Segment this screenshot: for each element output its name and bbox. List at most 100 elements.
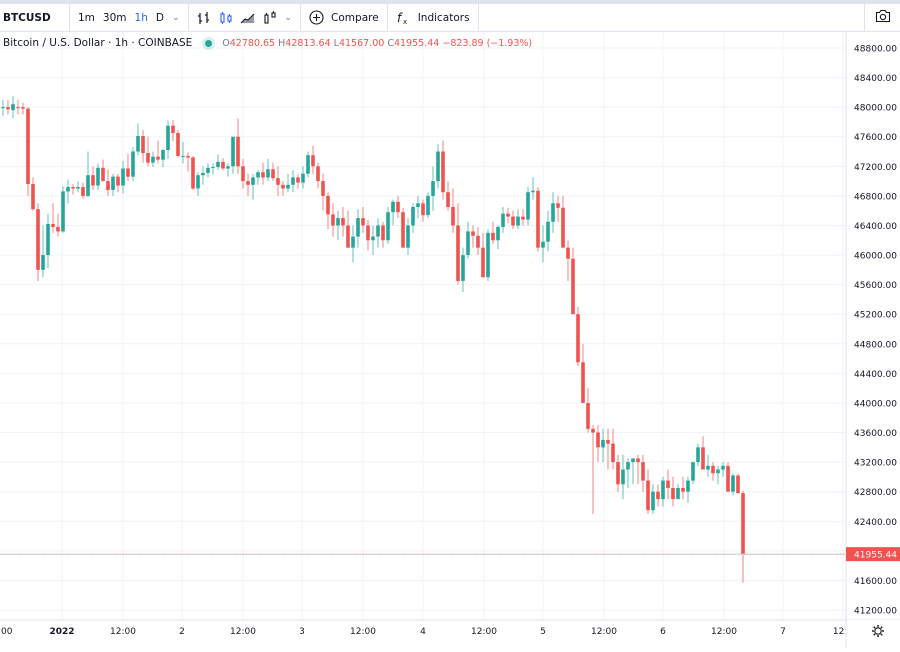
candle: [451, 188, 455, 233]
time-axis-label: 12:0: [833, 627, 853, 637]
candle: [376, 218, 380, 248]
area-icon[interactable]: [239, 9, 257, 27]
candle: [81, 182, 85, 199]
candle: [516, 209, 520, 230]
candle: [696, 443, 700, 466]
screenshot-button[interactable]: [864, 4, 900, 31]
candle: [146, 136, 150, 167]
candle: [161, 148, 165, 168]
indicators-label: Indicators: [417, 11, 470, 24]
last-price-badge: [846, 547, 900, 562]
time-axis-label: 7: [780, 627, 786, 637]
hollow-candles-icon[interactable]: [261, 9, 279, 27]
candle: [126, 153, 130, 182]
candle: [536, 187, 540, 252]
candle: [71, 184, 75, 195]
candle: [381, 221, 385, 248]
interval-1h[interactable]: 1h: [134, 11, 148, 24]
candle: [236, 118, 240, 174]
candle: [251, 173, 255, 200]
candle: [546, 210, 550, 252]
candle: [646, 469, 650, 514]
market-status-dot-icon[interactable]: [205, 39, 213, 47]
candle: [476, 226, 480, 256]
candle: [151, 151, 155, 168]
interval-d[interactable]: D: [155, 11, 164, 24]
low-value: 41567.00: [338, 37, 385, 49]
candle: [631, 458, 635, 485]
candle: [296, 173, 300, 189]
candle: [666, 469, 670, 500]
time-axis-label: 5: [540, 627, 546, 637]
time-axis-label: 2022: [49, 627, 74, 637]
svg-text:x: x: [403, 18, 407, 26]
candle: [406, 218, 410, 256]
candle: [311, 145, 315, 174]
candle: [101, 159, 105, 182]
candle: [496, 225, 500, 250]
candle: [571, 247, 575, 315]
candle: [341, 206, 345, 237]
bars-icon[interactable]: [195, 9, 213, 27]
time-axis-label: 12:00: [350, 627, 376, 637]
candle: [266, 158, 270, 182]
candle: [31, 177, 35, 211]
price-axis-label: 46000.00: [854, 252, 897, 262]
gear-icon[interactable]: [872, 625, 884, 637]
candle: [426, 192, 430, 219]
candle: [116, 173, 120, 193]
candle: [421, 199, 425, 222]
candle: [286, 173, 290, 193]
price-axis-label: 43200.00: [854, 459, 897, 469]
candle: [176, 130, 180, 158]
candle: [701, 436, 705, 470]
candle: [201, 166, 205, 185]
candle: [241, 158, 245, 189]
candle: [661, 476, 665, 507]
candle: [326, 192, 330, 230]
candle: [336, 210, 340, 241]
price-axis-label: 44000.00: [854, 399, 897, 409]
time-axis-label: :00: [0, 627, 13, 637]
candle: [521, 209, 525, 226]
candle: [76, 181, 80, 193]
candle: [301, 166, 305, 189]
candle: [271, 162, 275, 182]
chart-area[interactable]: 48800.00 48400.00 48000.00 47600.00 47200.00…: [0, 32, 900, 648]
candles-icon[interactable]: [217, 9, 235, 27]
time-axis-label: 12:00: [110, 627, 136, 637]
candle: [6, 99, 10, 115]
candle: [706, 454, 710, 477]
price-axis-label: 45600.00: [854, 281, 897, 291]
candle: [466, 221, 470, 259]
candle: [91, 166, 95, 190]
compare-button[interactable]: Compare: [301, 4, 388, 31]
candle: [281, 181, 285, 196]
close-value: 41955.44: [393, 37, 440, 49]
candle: [716, 465, 720, 485]
candle: [206, 163, 210, 178]
interval-dropdown-chevron-down-icon[interactable]: ⌄: [171, 12, 180, 23]
candle: [541, 225, 545, 263]
candle: [501, 206, 505, 233]
symbol-search-button[interactable]: BTCUSD: [0, 4, 70, 31]
candle: [711, 462, 715, 481]
candle: [121, 161, 125, 194]
chart-type-dropdown-chevron-down-icon[interactable]: ⌄: [284, 12, 293, 23]
price-axis-label: 48800.00: [854, 45, 897, 55]
candle: [16, 99, 20, 115]
price-axis-label: 41200.00: [854, 607, 897, 617]
candlestick-chart[interactable]: 48800.00 48400.00 48000.00 47600.00 47200.00…: [0, 32, 900, 648]
candle: [196, 172, 200, 196]
price-axis-label: 45200.00: [854, 311, 897, 321]
candle: [441, 140, 445, 200]
candle: [96, 163, 100, 190]
candle: [106, 169, 110, 196]
price-axis-label: 44800.00: [854, 340, 897, 350]
interval-30m[interactable]: 30m: [102, 11, 127, 24]
candle: [626, 458, 630, 489]
interval-1m[interactable]: 1m: [78, 11, 95, 24]
candle: [446, 181, 450, 211]
